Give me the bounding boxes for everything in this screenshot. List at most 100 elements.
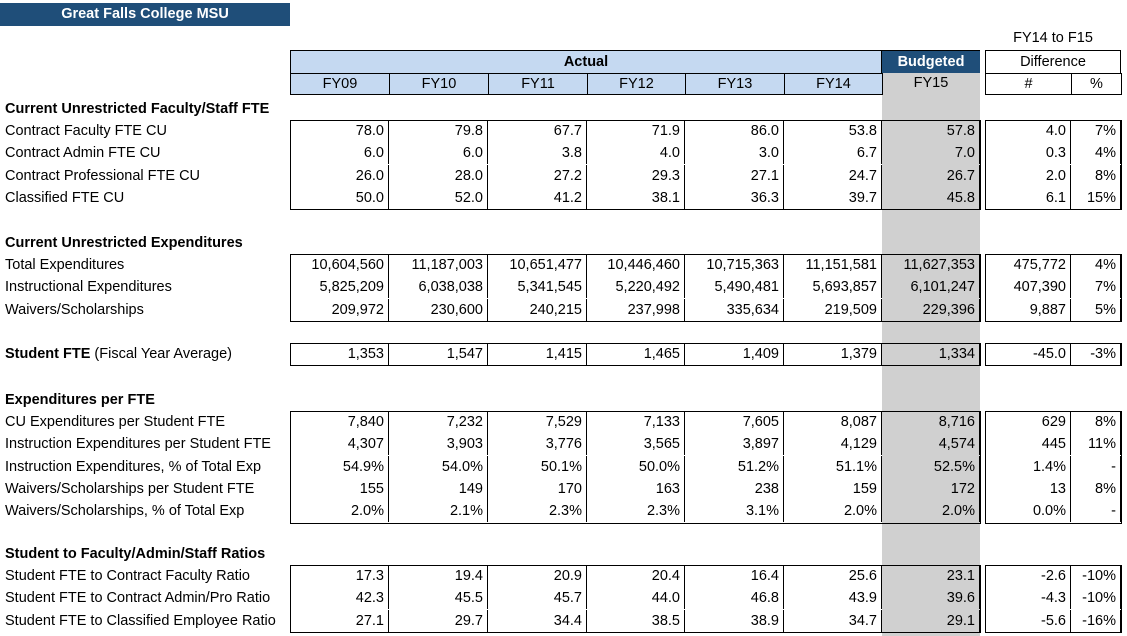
table-cell: 50.1% xyxy=(488,455,587,478)
table-cell: 7% xyxy=(1071,276,1121,299)
table-cell: 6,038,038 xyxy=(389,276,488,299)
table-cell: 4.0 xyxy=(587,142,685,165)
table-cell: 2.0% xyxy=(784,500,882,523)
table-cell: 6.7 xyxy=(784,142,882,165)
table-cell: 4,574 xyxy=(882,433,980,456)
table-cell: 11,627,353 xyxy=(882,254,980,276)
table-cell: 237,998 xyxy=(587,298,685,321)
table-cell: 7,605 xyxy=(685,411,784,433)
table-cell: 7.0 xyxy=(882,142,980,165)
table-cell: 5,825,209 xyxy=(290,276,389,299)
table-cell: 240,215 xyxy=(488,298,587,321)
table-cell: 3,897 xyxy=(685,433,784,456)
row-label: Waivers/Scholarships xyxy=(5,301,144,318)
table-cell: 5,490,481 xyxy=(685,276,784,299)
row-label-rest: (Fiscal Year Average) xyxy=(90,346,232,362)
table-cell: 149 xyxy=(389,477,488,500)
table-cell: 335,634 xyxy=(685,298,784,321)
table-cell: 23.1 xyxy=(882,565,980,587)
table-cell: 629 xyxy=(985,411,1071,433)
table-cell: 29.3 xyxy=(587,164,685,187)
row-label: Instruction Expenditures, % of Total Exp xyxy=(5,458,262,475)
table-cell: 20.4 xyxy=(587,565,685,587)
table-cell: 170 xyxy=(488,477,587,500)
table-cell: 159 xyxy=(784,477,882,500)
row-label: Waivers/Scholarships per Student FTE xyxy=(5,480,255,497)
table-cell: 52.5% xyxy=(882,455,980,478)
table-cell: 1,465 xyxy=(587,343,685,365)
table-cell: 7,840 xyxy=(290,411,389,433)
table-cell: 29.1 xyxy=(882,609,980,632)
table-cell: 51.1% xyxy=(784,455,882,478)
table-cell: 6,101,247 xyxy=(882,276,980,299)
table-cell: 6.1 xyxy=(985,186,1071,209)
table-cell: 1,415 xyxy=(488,343,587,365)
table-cell: 51.2% xyxy=(685,455,784,478)
table-cell: 29.7 xyxy=(389,609,488,632)
table-cell: -10% xyxy=(1071,565,1121,587)
table-cell: 7,133 xyxy=(587,411,685,433)
table-cell: 15% xyxy=(1071,186,1121,209)
table-cell: 11% xyxy=(1071,433,1121,456)
table-cell: 79.8 xyxy=(389,120,488,142)
table-cell: 1,409 xyxy=(685,343,784,365)
table-cell: 407,390 xyxy=(985,276,1071,299)
diff-period-header: FY14 to F15 xyxy=(1013,30,1093,46)
table-cell: 7,232 xyxy=(389,411,488,433)
year-header-budget: FY15 xyxy=(913,75,949,91)
table-cell: 8% xyxy=(1071,411,1121,433)
row-label: Student FTE (Fiscal Year Average) xyxy=(5,343,232,365)
table-cell: 2.3% xyxy=(488,500,587,523)
row-label: Contract Faculty FTE CU xyxy=(5,123,167,139)
table-cell: - xyxy=(1071,455,1121,478)
table-cell: 3.8 xyxy=(488,142,587,165)
diff-number-header: # xyxy=(985,73,1072,95)
row-label: CU Expenditures per Student FTE xyxy=(5,414,226,430)
table-cell: 38.5 xyxy=(587,609,685,632)
row-label: Contract Professional FTE CU xyxy=(5,167,201,184)
table-cell: 36.3 xyxy=(685,186,784,209)
table-cell: 67.7 xyxy=(488,120,587,142)
table-cell: 2.0 xyxy=(985,164,1071,187)
table-cell: 4% xyxy=(1071,142,1121,165)
table-cell: 445 xyxy=(985,433,1071,456)
table-cell: 3.0 xyxy=(685,142,784,165)
table-cell: 1,334 xyxy=(882,343,980,365)
row-label: Total Expenditures xyxy=(5,257,125,273)
row-label: Classified FTE CU xyxy=(5,189,125,206)
row-label: Student FTE to Classified Employee Ratio xyxy=(5,612,276,629)
table-cell: 53.8 xyxy=(784,120,882,142)
difference-header: Difference xyxy=(985,50,1121,73)
diff-percent-header: % xyxy=(1071,73,1122,95)
table-cell: 2.1% xyxy=(389,500,488,523)
row-label-bold: Student FTE xyxy=(5,346,91,362)
table-cell: 238 xyxy=(685,477,784,500)
year-header-fy14: FY14 xyxy=(784,73,883,95)
table-cell: 2.0% xyxy=(882,500,980,523)
table-cell: -45.0 xyxy=(985,343,1071,365)
table-cell: 54.9% xyxy=(290,455,389,478)
table-cell: 155 xyxy=(290,477,389,500)
table-cell: 475,772 xyxy=(985,254,1071,276)
section-title: Expenditures per FTE xyxy=(5,392,155,408)
table-cell: 10,651,477 xyxy=(488,254,587,276)
table-cell: 20.9 xyxy=(488,565,587,587)
table-cell: 1,353 xyxy=(290,343,389,365)
row-label: Waivers/Scholarships, % of Total Exp xyxy=(5,503,245,520)
row-label: Student FTE to Contract Admin/Pro Ratio xyxy=(5,590,271,607)
table-cell: 71.9 xyxy=(587,120,685,142)
row-label: Instructional Expenditures xyxy=(5,279,172,296)
table-cell: 10,604,560 xyxy=(290,254,389,276)
table-cell: 26.7 xyxy=(882,164,980,187)
table-cell: 5,341,545 xyxy=(488,276,587,299)
table-cell: 219,509 xyxy=(784,298,882,321)
table-cell: 229,396 xyxy=(882,298,980,321)
table-cell: 5% xyxy=(1071,298,1121,321)
table-cell: 19.4 xyxy=(389,565,488,587)
table-cell: 1,379 xyxy=(784,343,882,365)
table-cell: 52.0 xyxy=(389,186,488,209)
table-cell: 209,972 xyxy=(290,298,389,321)
table-cell: -16% xyxy=(1071,609,1121,632)
table-cell: 45.8 xyxy=(882,186,980,209)
table-cell: 17.3 xyxy=(290,565,389,587)
